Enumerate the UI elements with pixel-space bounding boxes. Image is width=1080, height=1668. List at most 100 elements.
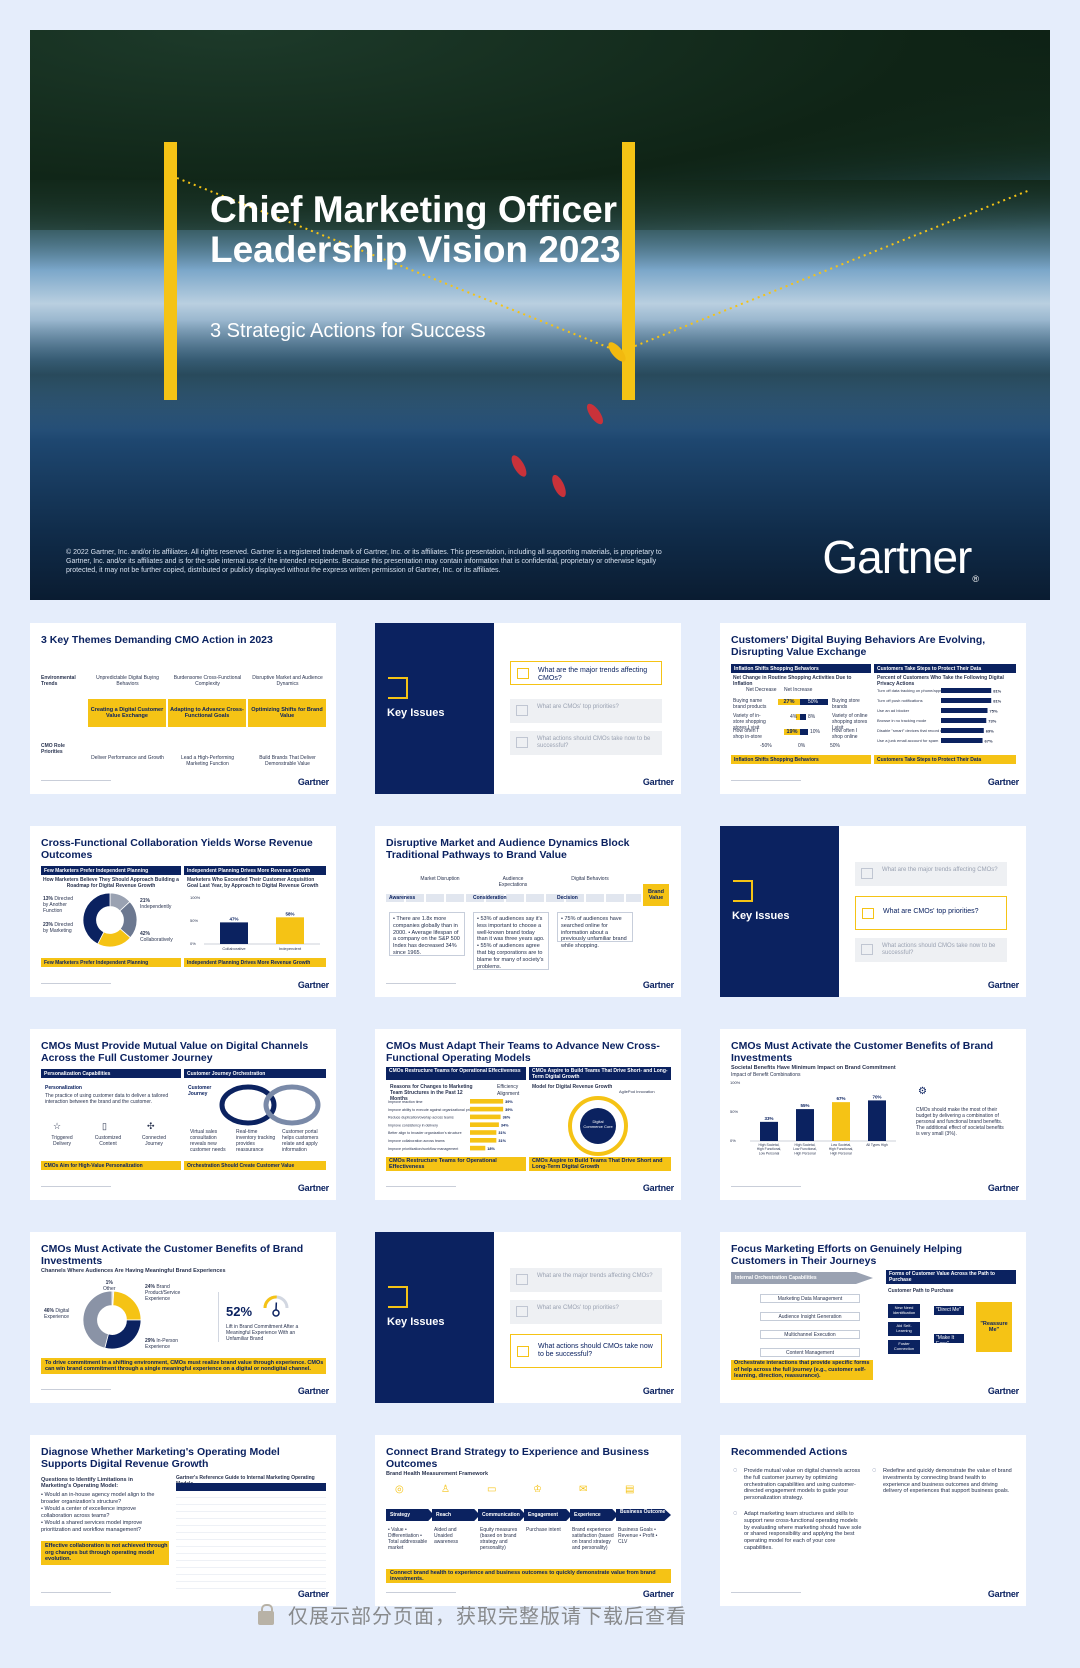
gartner-logo: Gartner	[987, 1386, 1019, 1396]
quote-tag: "Make It Easy"	[934, 1334, 964, 1347]
slide-footer	[386, 1186, 456, 1191]
bar-value: 55%	[800, 1103, 809, 1108]
slide-footer	[41, 1186, 111, 1191]
slide-brand-investments-1[interactable]: CMOs Must Activate the Customer Benefits…	[720, 1029, 1026, 1200]
step-detail: Brand experience satisfaction (based on …	[572, 1527, 614, 1551]
bar-label: All Types High	[866, 1143, 888, 1147]
donut-label: 23% Directed by Marketing	[43, 922, 79, 934]
step-detail: Aided and Unaided awareness	[434, 1527, 459, 1545]
slide-brand-strategy[interactable]: Connect Brand Strategy to Experience and…	[375, 1435, 681, 1606]
legend-decrease: Net Decrease	[746, 687, 777, 693]
donut-cat: Independently	[140, 904, 172, 910]
framework-step: Communication	[478, 1509, 526, 1521]
question-active: What are the major trends affecting CMOs…	[510, 661, 662, 685]
panel-header: Customers Take Steps to Protect Their Da…	[874, 664, 1016, 673]
stage-text: New Need Identification	[892, 1305, 916, 1315]
slide-footer	[41, 983, 111, 988]
gauge-needle-base	[272, 1309, 280, 1317]
slide-title: Cross-Functional Collaboration Yields Wo…	[41, 837, 313, 861]
slide-key-issues-2[interactable]: Key Issues What are the major trends aff…	[720, 826, 1026, 997]
slide-disruptive-market[interactable]: Disruptive Market and Audience Dynamics …	[375, 826, 681, 997]
gartner-logo: Gartner	[297, 1386, 329, 1396]
theme-box: Adapting to Advance Cross-Functional Goa…	[168, 699, 246, 727]
panel-header: Customer Journey Orchestration	[184, 1069, 326, 1078]
panel-footer: Few Marketers Prefer Independent Plannin…	[41, 958, 181, 967]
slide-brand-investments-2[interactable]: CMOs Must Activate the Customer Benefits…	[30, 1232, 336, 1403]
axis-tick: 50%	[190, 918, 198, 923]
row-label: Improve collaboration across teams	[388, 1139, 445, 1143]
slide-adapt-teams[interactable]: CMOs Must Adapt Their Teams to Advance N…	[375, 1029, 681, 1200]
legend-increase: Net Increase	[784, 687, 813, 693]
chart-subtitle: How Marketers Believe They Should Approa…	[43, 877, 179, 889]
slide-key-themes[interactable]: 3 Key Themes Demanding CMO Action in 202…	[30, 623, 336, 794]
bar	[470, 1138, 497, 1143]
bar-label: Low Functional,	[793, 1147, 817, 1151]
check-circle-icon: ◌	[733, 1467, 738, 1474]
benefit-bar-chart: 100%50%0%33%High Societal,High Functiona…	[730, 1080, 896, 1155]
network-icon: ✣	[147, 1121, 155, 1131]
row-label: Improve reaction time	[388, 1100, 423, 1104]
slide-recommended-actions[interactable]: Recommended Actions ◌ Provide mutual val…	[720, 1435, 1026, 1606]
question-inactive: What actions should CMOs take now to be …	[855, 938, 1007, 962]
axis-tick: 100%	[730, 1080, 741, 1085]
donut-pct: 23%	[43, 922, 54, 928]
axis-tick: -50%	[760, 743, 772, 749]
panel-header-text: CMOs Aspire to Build Teams That Drive Sh…	[532, 1068, 668, 1080]
gartner-logo: Gartner®	[822, 530, 979, 584]
slide-title: CMOs Must Activate the Customer Benefits…	[41, 1243, 304, 1267]
chart-icon	[516, 1274, 528, 1285]
slide-cross-functional[interactable]: Cross-Functional Collaboration Yields Wo…	[30, 826, 336, 997]
row-label: How often I shop online	[832, 728, 858, 740]
slide-focus-marketing[interactable]: Focus Marketing Efforts on Genuinely Hel…	[720, 1232, 1026, 1403]
kpi-value: 52%	[226, 1304, 253, 1319]
insight-banner: Effective collaboration is not achieved …	[41, 1541, 169, 1565]
key-issues-icon	[388, 1286, 408, 1308]
slide-mutual-value[interactable]: CMOs Must Provide Mutual Value on Digita…	[30, 1029, 336, 1200]
slide-digital-buying[interactable]: Customers' Digital Buying Behaviors Are …	[720, 623, 1026, 794]
theme-top: Unpredictable Digital Buying Behaviors	[96, 675, 159, 687]
slide-title: CMOs Must Activate the Customer Benefits…	[731, 1040, 994, 1064]
donut-cat: Directed by Marketing	[43, 922, 74, 934]
chart-subtitle: Net Change in Routine Shopping Activitie…	[733, 675, 852, 687]
donut-pct: 42%	[140, 931, 151, 937]
slide-title: Disruptive Market and Audience Dynamics …	[386, 837, 630, 861]
question-text: What are CMOs' top priorities?	[537, 1305, 619, 1311]
question-text: What are CMOs' top priorities?	[883, 908, 979, 915]
stage-label: Consideration	[473, 895, 507, 901]
capability-item: Multichannel Execution	[760, 1330, 860, 1339]
question-inactive: What are CMOs' top priorities?	[510, 699, 662, 723]
people-icon: ♙	[441, 1484, 450, 1495]
row-label: Variety of online shopping stores I visi…	[832, 713, 868, 731]
stat-box: • There are 1.8x more companies globally…	[389, 912, 465, 956]
reference-table	[176, 1483, 326, 1591]
gartner-logo: Gartner	[642, 1589, 674, 1599]
action-item: Redefine and quickly demonstrate the val…	[883, 1468, 1012, 1495]
cover-slide: Chief Marketing Officer Leadership Visio…	[30, 30, 1050, 600]
slide-key-issues-3[interactable]: Key Issues What are the major trends aff…	[375, 1232, 681, 1403]
bar	[220, 922, 248, 944]
grid-icon	[862, 908, 874, 919]
slide-title: Connect Brand Strategy to Experience and…	[386, 1446, 650, 1470]
slide-title: Diagnose Whether Marketing's Operating M…	[41, 1446, 280, 1470]
journey-stage: Aid Self-Learning	[888, 1322, 920, 1336]
action-item: Provide mutual value on digital channels…	[744, 1468, 861, 1502]
insight-banner: Orchestrate interactions that provide sp…	[731, 1360, 873, 1380]
question-item: • Would a center of excellence improve c…	[41, 1506, 137, 1519]
bar-value: 18%	[487, 1147, 495, 1151]
slide-diagnose-model[interactable]: Diagnose Whether Marketing's Operating M…	[30, 1435, 336, 1606]
panel-header: Few Marketers Prefer Independent Plannin…	[41, 866, 181, 875]
quote-tag: "Direct Me"	[934, 1306, 964, 1315]
key-issues-icon	[388, 677, 408, 699]
panel-footer-text: Orchestration Should Create Customer Val…	[187, 1163, 295, 1169]
axis-tick: 0%	[798, 743, 806, 749]
donut-cat: Digital Experience	[44, 1308, 70, 1320]
donut-pct: 1%	[105, 1280, 113, 1286]
axis-tick: 100%	[190, 895, 201, 900]
panel-header-text: Few Marketers Prefer Independent Plannin…	[44, 868, 149, 874]
slide-footer	[41, 780, 111, 785]
panel-footer-text: Inflation Shifts Shopping Behaviors	[734, 757, 819, 763]
privacy-label: Use a junk email account for spam	[877, 738, 939, 743]
bar	[470, 1099, 504, 1104]
journey-stage: Foster Connection	[888, 1340, 920, 1354]
slide-key-issues-1[interactable]: Key Issues What are the major trends aff…	[375, 623, 681, 794]
